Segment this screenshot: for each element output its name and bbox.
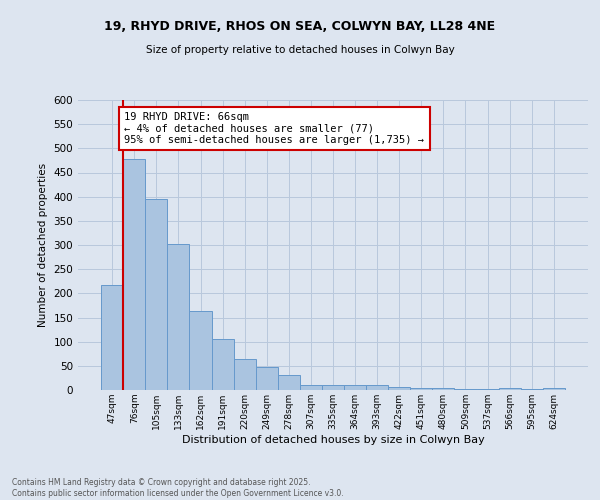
Text: 19, RHYD DRIVE, RHOS ON SEA, COLWYN BAY, LL28 4NE: 19, RHYD DRIVE, RHOS ON SEA, COLWYN BAY,… [104,20,496,33]
Bar [212,339,233,390]
Bar [167,244,190,390]
Bar [499,388,521,390]
Bar [233,358,256,390]
Bar [344,385,366,390]
Bar [190,311,212,390]
Bar [543,388,565,390]
Bar [454,389,476,390]
Bar [521,389,543,390]
Text: 19 RHYD DRIVE: 66sqm
← 4% of detached houses are smaller (77)
95% of semi-detach: 19 RHYD DRIVE: 66sqm ← 4% of detached ho… [124,112,424,146]
Bar [123,159,145,390]
X-axis label: Distribution of detached houses by size in Colwyn Bay: Distribution of detached houses by size … [182,434,484,444]
Bar [410,388,433,390]
Y-axis label: Number of detached properties: Number of detached properties [38,163,48,327]
Bar [145,199,167,390]
Bar [300,385,322,390]
Bar [101,284,123,390]
Bar [366,385,388,390]
Bar [476,389,499,390]
Bar [433,388,454,390]
Text: Contains HM Land Registry data © Crown copyright and database right 2025.
Contai: Contains HM Land Registry data © Crown c… [12,478,344,498]
Bar [256,368,278,390]
Text: Size of property relative to detached houses in Colwyn Bay: Size of property relative to detached ho… [146,45,454,55]
Bar [388,386,410,390]
Bar [278,375,300,390]
Bar [322,385,344,390]
